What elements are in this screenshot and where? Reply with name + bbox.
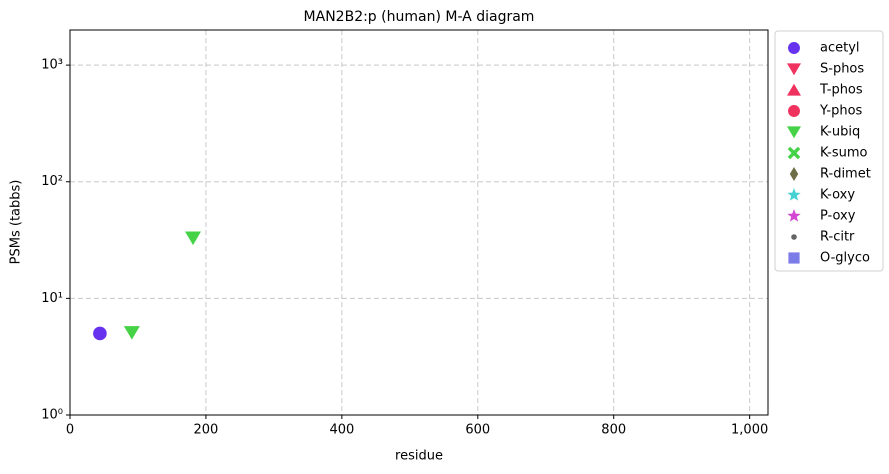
legend-label: K-ubiq — [820, 125, 860, 140]
y-axis-label: PSMs (tabbs) — [9, 180, 24, 265]
legend-label: K-oxy — [820, 188, 855, 203]
legend-marker — [788, 105, 800, 117]
x-tick-label: 800 — [601, 423, 626, 438]
legend-marker — [787, 126, 801, 139]
legend-label: P-oxy — [820, 209, 856, 224]
y-tick-label: 10³ — [41, 58, 63, 73]
legend-marker — [787, 63, 801, 76]
x-tick-label: 1,000 — [731, 423, 768, 438]
plot-frame — [69, 29, 769, 416]
data-point — [185, 231, 202, 246]
x-tick-label: 0 — [66, 423, 74, 438]
legend-label: O-glyco — [820, 251, 870, 266]
x-axis-label: residue — [395, 449, 443, 464]
legend-marker — [787, 146, 801, 160]
legend-label: Y-phos — [819, 104, 863, 119]
legend-label: K-sumo — [820, 146, 868, 161]
legend-label: R-citr — [820, 230, 855, 245]
y-tick-label: 10¹ — [41, 291, 63, 306]
y-tick-label: 10⁰ — [41, 408, 63, 423]
legend-box — [774, 30, 884, 272]
legend-marker — [787, 209, 801, 222]
legend-label: T-phos — [819, 83, 863, 98]
data-point — [93, 326, 107, 341]
legend-marker — [789, 167, 799, 181]
legend-marker — [791, 234, 797, 240]
legend-label: S-phos — [820, 62, 864, 77]
legend-marker — [788, 42, 800, 54]
x-tick-label: 600 — [465, 423, 490, 438]
x-tick-label: 200 — [194, 423, 219, 438]
legend-marker — [787, 188, 801, 201]
legend-label: R-dimet — [820, 167, 871, 182]
y-tick-label: 10² — [41, 174, 63, 189]
x-tick-label: 400 — [329, 423, 354, 438]
data-point — [123, 326, 140, 340]
legend-label: acetyl — [820, 41, 860, 56]
legend-marker — [788, 252, 800, 264]
chart-title: MAN2B2:p (human) M-A diagram — [304, 9, 535, 25]
legend-marker — [787, 83, 801, 96]
